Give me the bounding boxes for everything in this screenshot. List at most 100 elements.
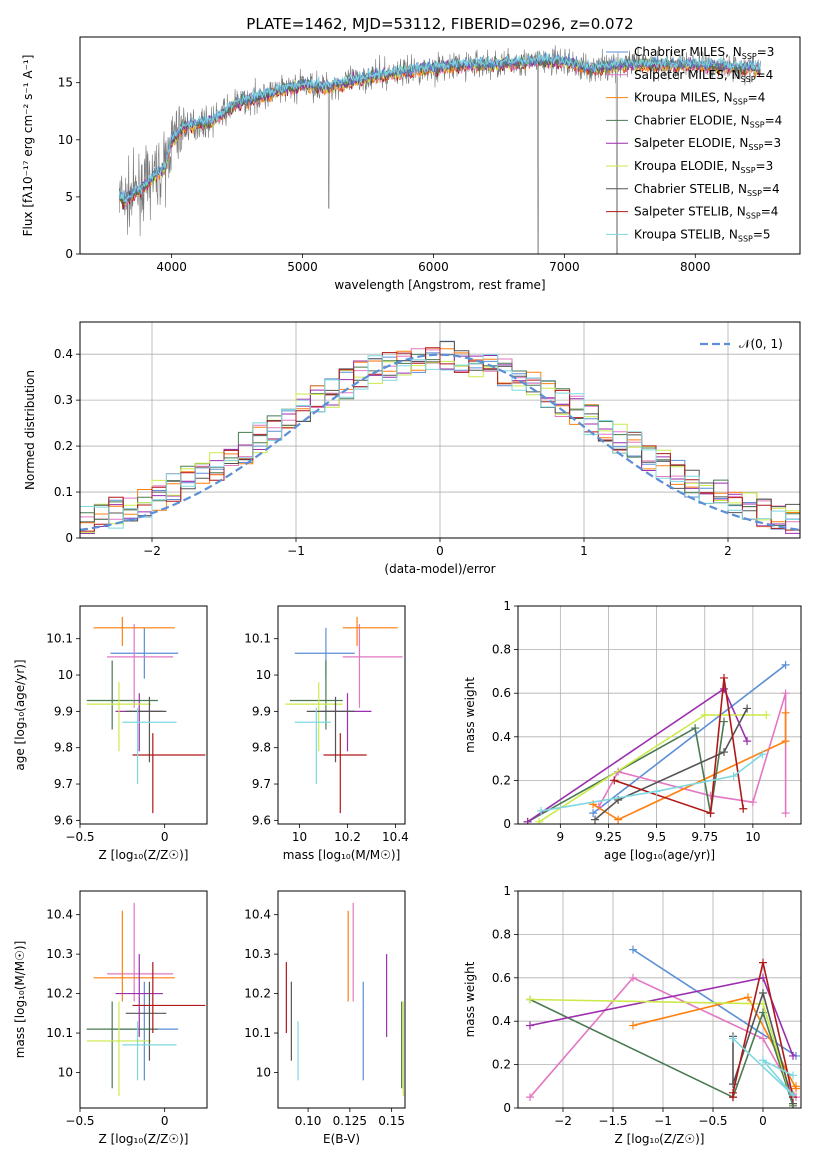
weight-point-salpeter_elodie <box>719 684 728 693</box>
y-tick-label: 0.4 <box>492 1014 511 1028</box>
weight-point-kroupa_miles <box>781 708 790 717</box>
y-tick-label: 0.2 <box>492 1058 511 1072</box>
y-tick-label: 0 <box>503 817 511 831</box>
weight-point-kroupa_stelib <box>652 787 661 796</box>
y-tick-label: 10.4 <box>244 908 271 922</box>
y-tick-label: 0.6 <box>492 971 511 985</box>
y-axis-label: age [log₁₀(age/yr)] <box>13 659 27 770</box>
x-tick-label: 0 <box>161 830 169 844</box>
weight-point-chabrier_stelib <box>719 748 728 757</box>
legend-label-kroupa_stelib: Kroupa STELIB, NSSP=5 <box>634 227 771 243</box>
x-tick-label: 9 <box>557 830 565 844</box>
y-axis-label: mass weight <box>463 961 477 1037</box>
weight-point-chabrier_miles <box>589 809 598 818</box>
plot-area-mass_age <box>285 616 403 814</box>
x-tick-label: 9.25 <box>595 830 622 844</box>
legend-label-kroupa_miles: Kroupa MILES, NSSP=4 <box>634 91 765 107</box>
weight-line-chabrier_stelib <box>594 708 748 821</box>
weight-point-kroupa_stelib <box>537 806 546 815</box>
weight-line-chabrier_elodie <box>529 998 794 1107</box>
y-tick-label: 10.1 <box>46 1026 73 1040</box>
weight-point-kroupa_stelib <box>758 750 767 759</box>
x-tick-label: 6000 <box>418 260 449 274</box>
legend-label-chabrier_stelib: Chabrier STELIB, NSSP=4 <box>634 182 780 198</box>
weight-point-salpeter_miles <box>748 798 757 807</box>
y-tick-label: 10.1 <box>244 632 271 646</box>
weight-point-salpeter_stelib <box>706 809 715 818</box>
axes-age_weight: 9 9.25 9.5 9.75 10 0 0.2 0.4 0.6 0.8 1 age [log₁₀(a… <box>463 599 802 862</box>
y-tick-label: 0 <box>65 247 73 261</box>
x-tick-label: −1 <box>654 1114 672 1128</box>
plot-area-residuals <box>80 322 800 538</box>
y-tick-label: 0 <box>65 531 73 545</box>
y-tick-label: 1 <box>503 884 511 898</box>
axes-spectrum: 4000 5000 6000 7000 8000 0 5 10 15 wavelength [An… <box>21 36 801 292</box>
axes-frame <box>79 605 208 825</box>
x-tick-label: −0.5 <box>65 1114 94 1128</box>
x-tick-label: 1 <box>580 544 588 558</box>
weight-point-salpeter_miles <box>781 809 790 818</box>
plot-area-z_mass <box>86 902 206 1097</box>
weight-point-salpeter_elodie <box>743 737 752 746</box>
x-tick-label: −0.5 <box>65 830 94 844</box>
axes-ebv_mass: 0.10 0.125 0.15 10 10.1 10.2 10.3 10.4 E(B-V) <box>244 890 406 1146</box>
axes-frame <box>277 890 406 1109</box>
x-tick-label: 0.125 <box>333 1114 367 1128</box>
y-tick-label: 5 <box>65 190 73 204</box>
axes-mass_age: 10 10.2 10.4 9.6 9.7 9.8 9.9 10 10.1 mass [log₁₀(… <box>244 605 409 862</box>
axes-frame <box>79 36 801 255</box>
x-axis-label: E(B-V) <box>323 1132 360 1146</box>
axes-z_age: −0.5 0 9.6 9.7 9.8 9.9 10 10.1 Z [log₁₀(Z/Z☉)] ag… <box>13 605 208 862</box>
y-tick-label: 0.4 <box>54 347 73 361</box>
y-axis-label: Flux [fλ10⁻¹⁷ erg cm⁻² s⁻¹ A⁻¹] <box>21 55 35 237</box>
weight-point-kroupa_stelib <box>789 1090 797 1099</box>
weight-point-kroupa_miles <box>781 737 790 746</box>
y-tick-label: 0.8 <box>492 927 511 941</box>
y-tick-label: 10.3 <box>46 947 73 961</box>
x-tick-label: 7000 <box>549 260 580 274</box>
x-tick-label: 10 <box>292 830 307 844</box>
spectrum-data-line <box>119 45 761 254</box>
weight-point-kroupa_stelib <box>789 1071 797 1080</box>
weight-point-chabrier_stelib <box>759 988 767 997</box>
weight-point-kroupa_miles <box>614 815 623 824</box>
weight-line-salpeter_stelib <box>614 677 744 815</box>
histogram-step-salpeter_stelib <box>80 347 800 532</box>
weight-point-chabrier_miles <box>629 945 637 954</box>
weight-point-salpeter_elodie <box>523 817 532 824</box>
legend-label-salpeter_miles: Salpeter MILES, NSSP=4 <box>634 68 773 84</box>
y-tick-label: 0.2 <box>54 439 73 453</box>
y-tick-label: 9.6 <box>54 813 73 827</box>
axes-residuals: −2 −1 0 1 2 0 0.1 0.2 0.3 0.4 (data-model)/error No… <box>23 321 801 576</box>
y-tick-label: 9.8 <box>54 741 73 755</box>
y-tick-label: 9.7 <box>252 777 271 791</box>
y-tick-label: 9.8 <box>252 741 271 755</box>
x-tick-label: 10 <box>745 830 760 844</box>
weight-point-kroupa_miles <box>629 1021 637 1030</box>
plot-area-ebv_mass <box>285 902 404 1097</box>
y-tick-label: 10 <box>58 668 73 682</box>
weight-point-kroupa_miles <box>744 993 752 1002</box>
y-tick-label: 9.9 <box>54 704 73 718</box>
axes-frame <box>517 605 802 825</box>
y-tick-label: 9.9 <box>252 704 271 718</box>
x-tick-label: 10.2 <box>334 830 361 844</box>
y-tick-label: 10.1 <box>244 1026 271 1040</box>
legend-label-salpeter_elodie: Salpeter ELODIE, NSSP=3 <box>634 136 781 152</box>
legend-label-salpeter_stelib: Salpeter STELIB, NSSP=4 <box>634 205 778 221</box>
y-tick-label: 1 <box>503 599 511 613</box>
x-tick-label: −1 <box>287 544 305 558</box>
weight-point-kroupa_miles <box>792 1082 800 1091</box>
axes-frame <box>79 890 208 1109</box>
weight-point-kroupa_stelib <box>729 1034 737 1043</box>
x-axis-label: mass [log₁₀(M/M☉)] <box>283 848 401 862</box>
plot-area-z_age <box>86 616 206 814</box>
axes-z_weight: −2 −1.5 −1 −0.5 0 0 0.2 0.4 0.6 0.8 1 Z [log₁₀(Z/Z☉… <box>463 884 802 1146</box>
weight-point-chabrier_stelib <box>591 815 600 824</box>
x-tick-label: −0.5 <box>698 1114 727 1128</box>
weight-point-salpeter_stelib <box>719 673 728 682</box>
plot-area-age_weight <box>518 606 801 824</box>
y-tick-label: 15 <box>58 76 73 90</box>
weight-point-chabrier_elodie <box>691 724 700 733</box>
axes-frame <box>79 321 801 539</box>
